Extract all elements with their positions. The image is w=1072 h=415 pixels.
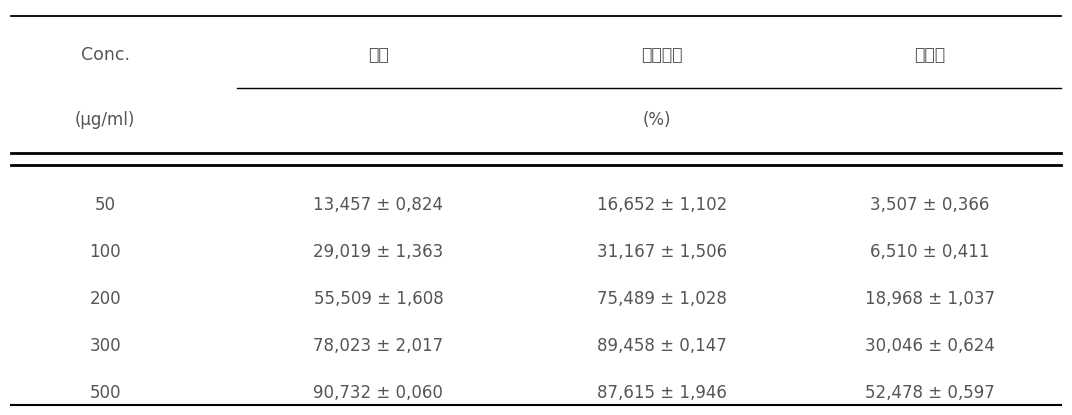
Text: 13,457 ± 0,824: 13,457 ± 0,824 bbox=[313, 196, 444, 215]
Text: 29,019 ± 1,363: 29,019 ± 1,363 bbox=[313, 243, 444, 261]
Text: 50: 50 bbox=[94, 196, 116, 215]
Text: 89,458 ± 0,147: 89,458 ± 0,147 bbox=[597, 337, 727, 355]
Text: 16,652 ± 1,102: 16,652 ± 1,102 bbox=[597, 196, 727, 215]
Text: 87,615 ± 1,946: 87,615 ± 1,946 bbox=[597, 383, 727, 402]
Text: 곰보배추: 곰보배추 bbox=[641, 46, 683, 64]
Text: 75,489 ± 1,028: 75,489 ± 1,028 bbox=[597, 290, 727, 308]
Text: Conc.: Conc. bbox=[80, 46, 130, 64]
Text: 300: 300 bbox=[89, 337, 121, 355]
Text: 52,478 ± 0,597: 52,478 ± 0,597 bbox=[865, 383, 995, 402]
Text: 30,046 ± 0,624: 30,046 ± 0,624 bbox=[865, 337, 995, 355]
Text: (μg/ml): (μg/ml) bbox=[75, 111, 135, 129]
Text: 78,023 ± 2,017: 78,023 ± 2,017 bbox=[313, 337, 444, 355]
Text: 3,507 ± 0,366: 3,507 ± 0,366 bbox=[870, 196, 989, 215]
Text: 6,510 ± 0,411: 6,510 ± 0,411 bbox=[870, 243, 989, 261]
Text: 200: 200 bbox=[89, 290, 121, 308]
Text: 90,732 ± 0,060: 90,732 ± 0,060 bbox=[313, 383, 444, 402]
Text: 18,968 ± 1,037: 18,968 ± 1,037 bbox=[865, 290, 995, 308]
Text: (%): (%) bbox=[642, 111, 671, 129]
Text: 100: 100 bbox=[89, 243, 121, 261]
Text: 500: 500 bbox=[90, 383, 121, 402]
Text: 55,509 ± 1,608: 55,509 ± 1,608 bbox=[313, 290, 444, 308]
Text: 매화: 매화 bbox=[368, 46, 389, 64]
Text: 들국화: 들국화 bbox=[914, 46, 946, 64]
Text: 31,167 ± 1,506: 31,167 ± 1,506 bbox=[597, 243, 727, 261]
